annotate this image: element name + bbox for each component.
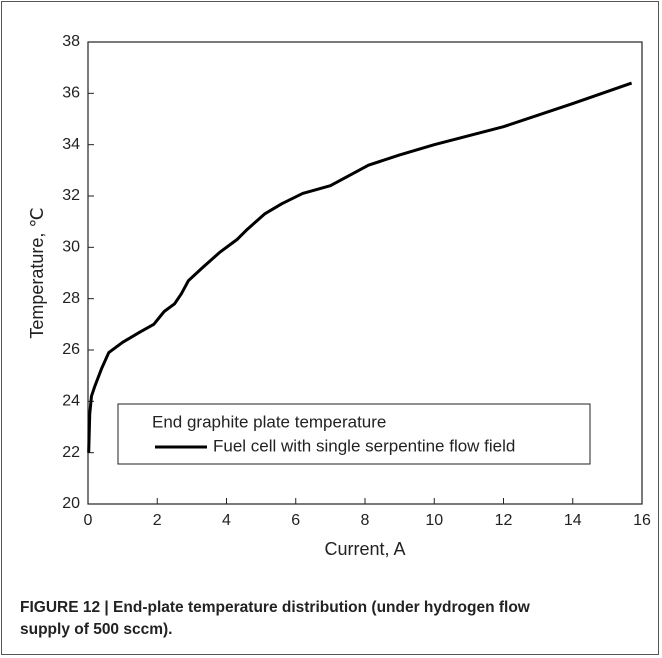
y-tick-label: 34 — [62, 136, 80, 153]
y-axis-label: Temperature, ℃ — [27, 207, 47, 338]
y-tick-label: 30 — [62, 239, 80, 256]
y-tick-label: 20 — [62, 495, 80, 512]
caption: FIGURE 12 | End-plate temperature distri… — [20, 599, 530, 638]
y-tick-label: 36 — [62, 85, 80, 102]
y-tick-label: 28 — [62, 290, 80, 307]
x-tick-label: 10 — [425, 512, 443, 529]
x-tick-label: 8 — [361, 512, 370, 529]
x-tick-label: 14 — [564, 512, 582, 529]
x-tick-label: 0 — [84, 512, 93, 529]
y-tick-label: 38 — [62, 33, 80, 50]
x-tick-label: 4 — [222, 512, 231, 529]
x-tick-label: 2 — [153, 512, 162, 529]
y-tick-label: 26 — [62, 341, 80, 358]
x-tick-label: 16 — [633, 512, 651, 529]
x-tick-label: 12 — [495, 512, 513, 529]
y-tick-label: 22 — [62, 444, 80, 461]
y-tick-label: 24 — [62, 393, 80, 410]
y-tick-label: 32 — [62, 187, 80, 204]
x-tick-label: 6 — [291, 512, 300, 529]
legend-label: Fuel cell with single serpentine flow fi… — [213, 436, 515, 455]
chart: End graphite plate temperature Current, … — [27, 33, 651, 559]
x-axis-label: Current, A — [324, 539, 405, 559]
data-line — [87, 81, 633, 453]
legend-box — [117, 403, 591, 465]
legend-title: End graphite plate temperature — [152, 412, 386, 431]
